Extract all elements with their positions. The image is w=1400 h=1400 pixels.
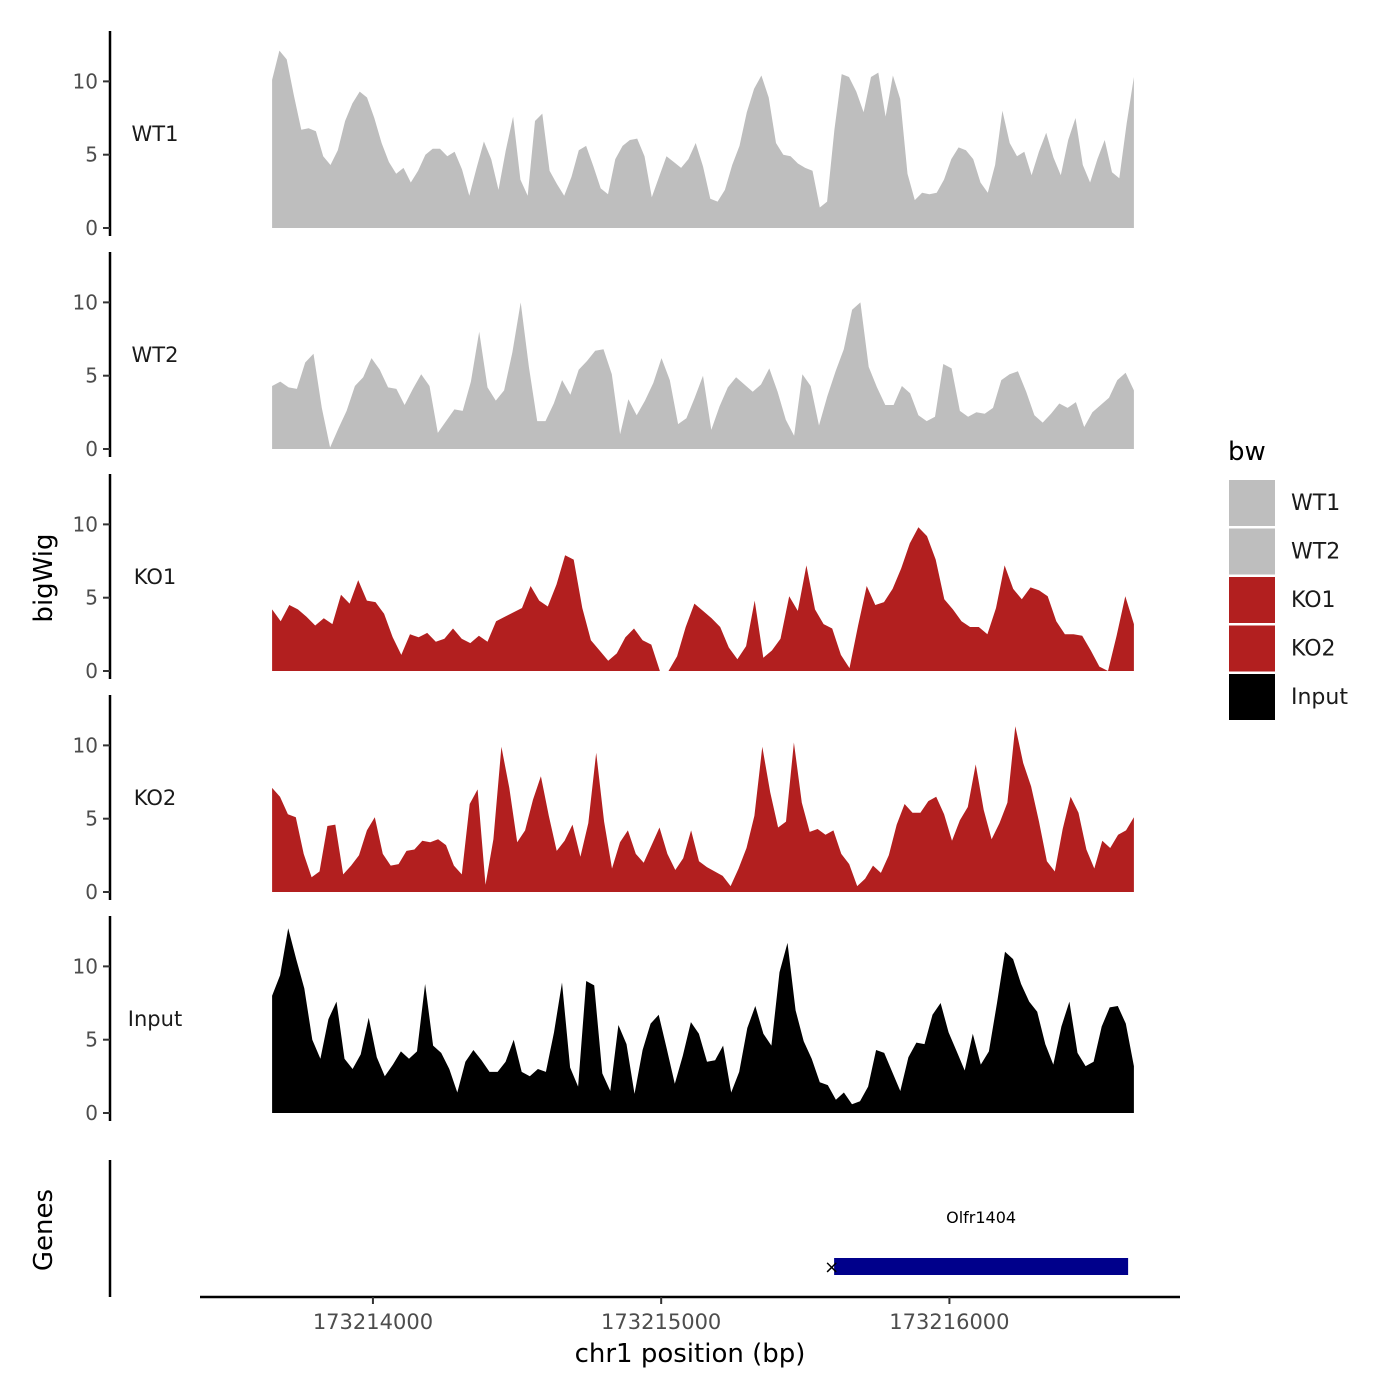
signal-area-wt2	[272, 302, 1134, 449]
track-label-wt2: WT2	[132, 343, 179, 367]
y-tick-label-input-10: 10	[73, 954, 98, 978]
x-tick-label-173214000: 173214000	[313, 1310, 433, 1334]
tracks-layer: 0 5 10 WT1 0 5 10 WT2 0 5 10 KO1 0 5 10 KO2 0 5 10 Input	[73, 31, 1134, 1125]
y-tick-label-ko1-10: 10	[73, 512, 98, 536]
y-axis-title: bigWig	[29, 533, 59, 622]
legend-key-ko2	[1229, 625, 1275, 672]
y-tick-label-ko1-5: 5	[85, 586, 98, 610]
legend-key-wt2	[1229, 528, 1275, 575]
legend: bw WT1 WT2 KO1 KO2 Input	[1228, 437, 1348, 720]
y-tick-label-wt1-5: 5	[85, 143, 98, 167]
gene-start-marker: ×	[824, 1257, 839, 1278]
x-tick-label-173215000: 173215000	[601, 1310, 721, 1334]
y-tick-label-ko2-10: 10	[73, 733, 98, 757]
track-panel-input: 0 5 10 Input	[73, 916, 1134, 1125]
track-panel-wt2: 0 5 10 WT2	[73, 252, 1134, 461]
legend-key-wt1	[1229, 480, 1275, 526]
y-tick-label-wt1-10: 10	[73, 69, 98, 93]
legend-label-input: Input	[1291, 685, 1348, 710]
legend-label-ko2: KO2	[1291, 637, 1336, 662]
track-panel-wt1: 0 5 10 WT1	[73, 31, 1134, 240]
genes-layer: × Olfr1404	[108, 1160, 1129, 1297]
track-label-input: Input	[128, 1007, 182, 1031]
signal-area-input	[272, 928, 1134, 1113]
legend-key-ko1	[1229, 577, 1275, 623]
y-tick-label-wt2-10: 10	[73, 290, 98, 314]
x-axis-title: chr1 position (bp)	[575, 1339, 806, 1369]
gene-olfr1404: × Olfr1404	[824, 1208, 1129, 1278]
track-label-ko2: KO2	[134, 786, 177, 810]
y-tick-label-ko2-0: 0	[85, 880, 98, 904]
gene-label: Olfr1404	[946, 1208, 1016, 1227]
legend-key-input	[1229, 674, 1275, 720]
y-tick-label-ko2-5: 5	[85, 807, 98, 831]
genes-axis-title: Genes	[29, 1189, 59, 1271]
y-tick-label-input-5: 5	[85, 1028, 98, 1052]
signal-area-ko1	[272, 527, 1134, 671]
track-label-wt1: WT1	[132, 122, 179, 146]
y-tick-label-wt2-5: 5	[85, 364, 98, 388]
track-panel-ko2: 0 5 10 KO2	[73, 695, 1134, 904]
y-tick-label-input-0: 0	[85, 1101, 98, 1125]
x-tick-label-173216000: 173216000	[889, 1310, 1009, 1334]
gene-body	[834, 1258, 1129, 1275]
y-tick-label-wt2-0: 0	[85, 437, 98, 461]
signal-area-ko2	[272, 726, 1134, 892]
track-panel-ko1: 0 5 10 KO1	[73, 474, 1134, 683]
axis-layer: 173214000 173215000 173216000	[200, 1295, 1180, 1334]
legend-label-ko1: KO1	[1291, 588, 1336, 613]
legend-label-wt1: WT1	[1291, 491, 1340, 516]
legend-label-wt2: WT2	[1291, 540, 1340, 565]
legend-title: bw	[1228, 437, 1266, 467]
signal-area-wt1	[272, 50, 1134, 228]
y-tick-label-wt1-0: 0	[85, 216, 98, 240]
y-tick-label-ko1-0: 0	[85, 659, 98, 683]
track-label-ko1: KO1	[134, 565, 177, 589]
